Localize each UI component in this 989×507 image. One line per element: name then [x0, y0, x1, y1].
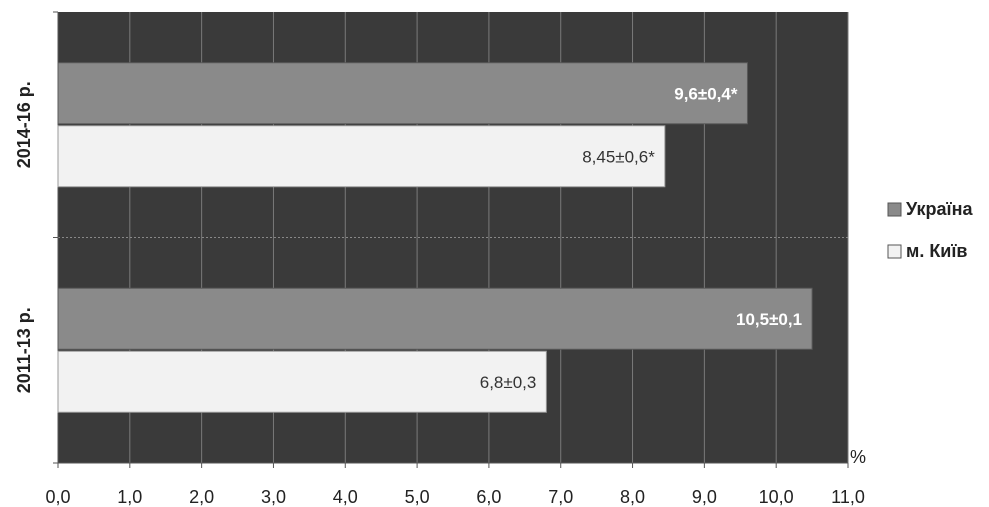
x-tick-label: 11,0: [831, 487, 865, 507]
x-tick-label: 5,0: [405, 487, 430, 507]
data-label: 6,8±0,3: [480, 373, 537, 392]
legend-label: м. Київ: [906, 241, 968, 261]
category-labels: 2014-16 р. 2011-13 р.: [14, 81, 34, 393]
x-tick-label: 10,0: [759, 487, 794, 507]
legend-label: Україна: [906, 199, 973, 219]
legend-swatch: [887, 244, 902, 259]
data-label: 8,45±0,6*: [582, 147, 655, 166]
x-tick-label: 3,0: [261, 487, 286, 507]
x-tick-label: 7,0: [548, 487, 573, 507]
data-label: 9,6±0,4*: [674, 84, 738, 103]
category-label: 2014-16 р.: [14, 81, 34, 168]
category-label: 2011-13 р.: [14, 307, 34, 393]
bars: 9,6±0,4* 8,45±0,6* 10,5±0,1 6,8±0,3: [57, 62, 813, 413]
legend: Україна м. Київ: [887, 199, 973, 261]
x-tick-label: 8,0: [620, 487, 645, 507]
x-tick-label: 9,0: [692, 487, 717, 507]
x-tick-label: 1,0: [117, 487, 142, 507]
bar-kyiv: [57, 350, 547, 413]
bar-ukraine: [57, 62, 748, 125]
x-tick-label: 2,0: [189, 487, 214, 507]
bar-kyiv: [57, 125, 666, 188]
x-tick-label: 4,0: [333, 487, 358, 507]
x-tick-labels: 0,0 1,0 2,0 3,0 4,0 5,0 6,0 7,0 8,0 9,0 10,0 11,0: [45, 463, 865, 507]
x-unit-label: %: [850, 447, 866, 467]
x-tick-label: 6,0: [476, 487, 501, 507]
x-tick-label: 0,0: [45, 487, 70, 507]
bar-ukraine: [57, 287, 813, 350]
legend-swatch: [887, 202, 902, 217]
data-label: 10,5±0,1: [736, 310, 802, 329]
